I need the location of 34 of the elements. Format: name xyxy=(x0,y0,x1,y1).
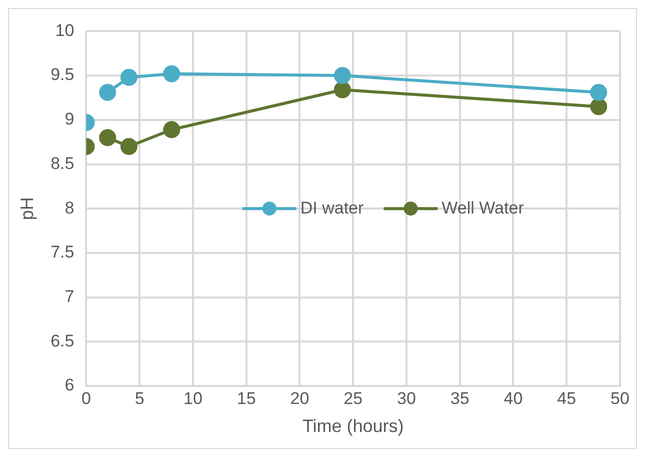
x-tick-label: 15 xyxy=(236,388,256,408)
y-axis-title: pH xyxy=(16,197,37,220)
y-tick-label: 10 xyxy=(55,20,74,40)
x-tick-label: 10 xyxy=(184,388,202,408)
point xyxy=(590,84,608,101)
x-tick-label: 0 xyxy=(82,388,91,408)
point xyxy=(334,67,351,84)
x-tick-label: 40 xyxy=(504,388,523,408)
point xyxy=(590,98,608,116)
x-tick-label: 5 xyxy=(134,388,144,408)
point xyxy=(334,81,351,98)
x-axis-title: Time (hours) xyxy=(302,416,404,436)
y-tick-label: 6 xyxy=(64,376,74,395)
point xyxy=(99,84,116,101)
y-tick-label: 7.5 xyxy=(50,242,74,262)
legend-label: Well Water xyxy=(442,198,524,218)
x-tick-label: 20 xyxy=(290,388,310,408)
x-tick-label: 35 xyxy=(450,388,470,408)
y-tick-label: 8 xyxy=(64,198,74,218)
point xyxy=(163,121,180,138)
point xyxy=(120,68,138,86)
y-tick-label: 6.5 xyxy=(50,331,74,350)
x-tick-label: 45 xyxy=(557,388,576,408)
legend-label: DI water xyxy=(300,198,364,218)
point xyxy=(99,129,116,146)
point xyxy=(163,65,180,82)
y-tick-label: 9 xyxy=(64,110,74,129)
x-tick-label: 25 xyxy=(344,388,363,408)
x-tick-label: 30 xyxy=(397,388,416,408)
y-tick-label: 8.5 xyxy=(50,154,74,173)
y-tick-label: 9.5 xyxy=(50,65,74,84)
y-tick-label: 7 xyxy=(64,286,74,306)
point xyxy=(120,138,138,156)
x-tick-label: 50 xyxy=(610,388,630,408)
